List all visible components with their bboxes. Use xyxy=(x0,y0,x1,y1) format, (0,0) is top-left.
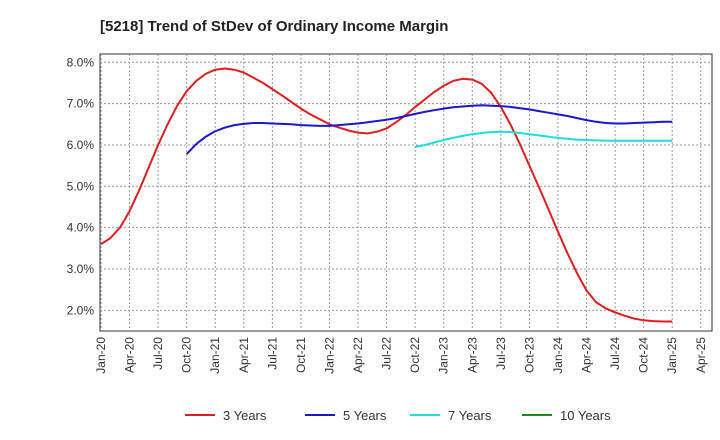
x-tick-label: Apr-21 xyxy=(237,337,251,373)
chart-title: [5218] Trend of StDev of Ordinary Income… xyxy=(100,18,448,35)
x-tick-label: Oct-21 xyxy=(294,337,308,373)
x-tick-label: Apr-24 xyxy=(580,337,594,373)
plot-area xyxy=(99,53,713,332)
legend-label: 5 Years xyxy=(343,408,387,423)
legend: 3 Years 5 Years 7 Years 10 Years xyxy=(185,408,611,423)
x-tick-label: Oct-23 xyxy=(522,337,536,373)
x-tick-label: Apr-20 xyxy=(123,337,137,373)
x-tick-label: Jul-24 xyxy=(608,337,622,370)
y-axis-ticks: 2.0% 3.0% 4.0% 5.0% 6.0% 7.0% 8.0% xyxy=(67,55,95,317)
x-tick-label: Jan-23 xyxy=(437,337,451,374)
grid-lines xyxy=(100,54,712,331)
series-line-0 xyxy=(100,67,673,323)
y-tick-label: 6.0% xyxy=(67,138,95,152)
x-axis-ticks: Jan-20 Apr-20 Jul-20 Oct-20 Jan-21 Apr-21 Jul-… xyxy=(94,337,708,374)
x-tick-label: Jul-23 xyxy=(494,337,508,370)
y-tick-label: 4.0% xyxy=(67,221,95,235)
series-line-1 xyxy=(185,104,673,155)
x-tick-label: Jul-20 xyxy=(151,337,165,370)
x-tick-label: Apr-23 xyxy=(465,337,479,373)
x-tick-label: Jan-20 xyxy=(94,337,108,374)
x-tick-label: Apr-22 xyxy=(351,337,365,373)
x-tick-label: Jan-24 xyxy=(551,337,565,374)
series-lines xyxy=(100,67,673,323)
x-tick-label: Jan-22 xyxy=(322,337,336,374)
x-tick-label: Jul-21 xyxy=(265,337,279,370)
x-tick-label: Jan-21 xyxy=(208,337,222,374)
legend-label: 3 Years xyxy=(223,408,267,423)
x-tick-label: Oct-24 xyxy=(637,337,651,373)
y-tick-label: 3.0% xyxy=(67,262,95,276)
x-tick-label: Oct-20 xyxy=(180,337,194,373)
y-tick-label: 2.0% xyxy=(67,303,95,317)
y-tick-label: 8.0% xyxy=(67,55,95,69)
y-tick-label: 5.0% xyxy=(67,179,95,193)
x-tick-label: Apr-25 xyxy=(694,337,708,373)
legend-label: 7 Years xyxy=(448,408,492,423)
series-line-2 xyxy=(414,130,673,148)
y-tick-label: 7.0% xyxy=(67,97,95,111)
x-tick-label: Oct-22 xyxy=(408,337,422,373)
x-tick-label: Jan-25 xyxy=(665,337,679,374)
legend-label: 10 Years xyxy=(560,408,611,423)
x-tick-label: Jul-22 xyxy=(380,337,394,370)
